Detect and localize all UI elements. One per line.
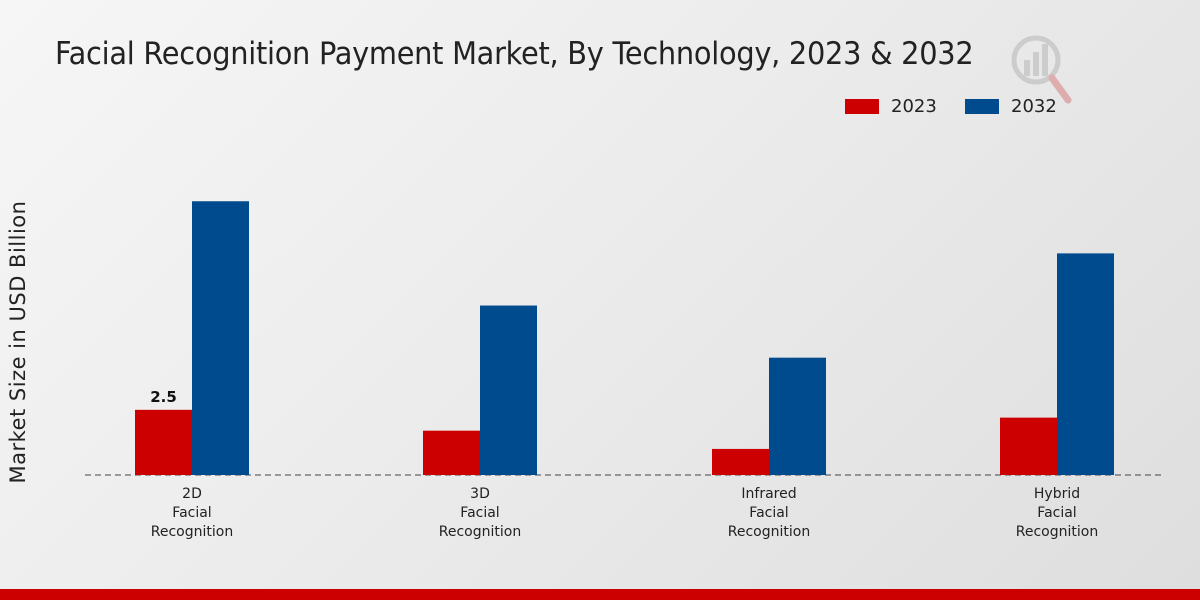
- legend-swatch-2023: [845, 98, 879, 114]
- bar-2032-2: [769, 357, 826, 475]
- x-tick-label-0-1: Facial: [172, 505, 211, 521]
- data-label: 2.5: [150, 388, 177, 406]
- bar-2032-3: [1057, 253, 1114, 475]
- bar-2023-0: [135, 409, 192, 475]
- x-tick-label-1-0: 3D: [470, 486, 490, 502]
- x-tick-label-1-1: Facial: [460, 505, 499, 521]
- bar-2032-0: [192, 201, 249, 475]
- x-tick-label-2-2: Recognition: [728, 524, 810, 540]
- legend-swatch-2032: [965, 98, 999, 114]
- bar-2032-1: [480, 305, 537, 475]
- chart-title: Facial Recognition Payment Market, By Te…: [55, 36, 974, 72]
- x-tick-label-3-1: Facial: [1037, 505, 1076, 521]
- bar-2023-3: [1000, 417, 1057, 475]
- legend-label-2023: 2023: [891, 95, 937, 117]
- x-tick-label-0-2: Recognition: [151, 524, 233, 540]
- bottom-accent-bar: [0, 589, 1200, 600]
- legend-label-2032: 2032: [1011, 95, 1057, 117]
- legend-item-2032: 2032: [965, 94, 1057, 118]
- brand-logo-icon: [1011, 35, 1072, 104]
- x-tick-label-0-0: 2D: [182, 486, 202, 502]
- legend-item-2023: 2023: [845, 94, 937, 118]
- x-tick-label-3-2: Recognition: [1016, 524, 1098, 540]
- x-tick-label-2-0: Infrared: [741, 486, 796, 502]
- x-tick-label-3-0: Hybrid: [1034, 486, 1080, 502]
- x-tick-label-1-2: Recognition: [439, 524, 521, 540]
- x-tick-label-2-1: Facial: [749, 505, 788, 521]
- bar-2023-2: [712, 448, 769, 475]
- bar-2023-1: [423, 430, 480, 475]
